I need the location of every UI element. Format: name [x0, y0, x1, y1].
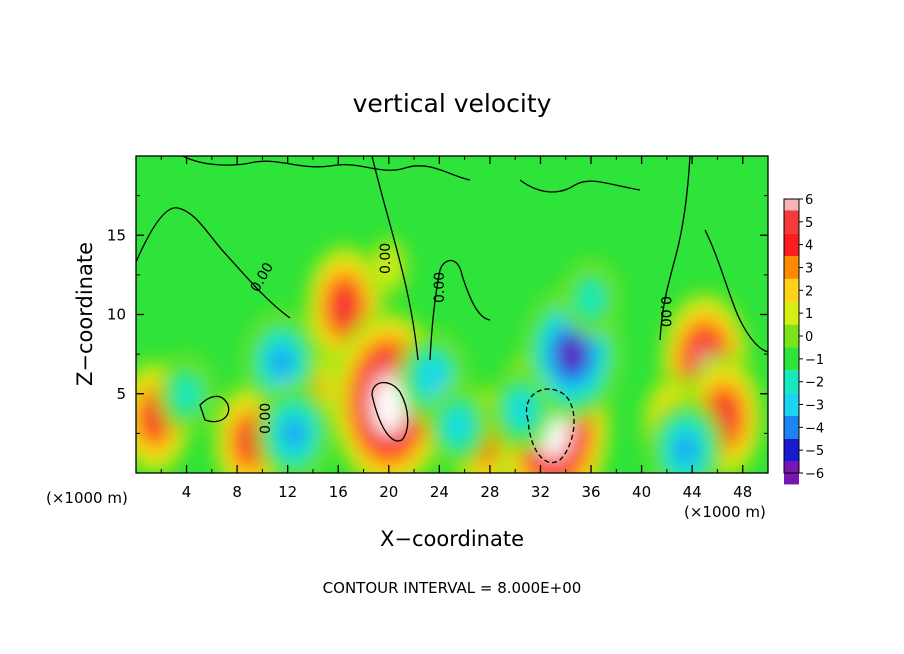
x-tick-label: 40: [632, 483, 651, 501]
x-tick-label: 8: [232, 483, 242, 501]
colorbar-label: 6: [805, 193, 813, 208]
colorbar-label: 3: [805, 262, 813, 277]
colorbar-label: 1: [805, 307, 813, 322]
field-feature-18: [677, 437, 695, 462]
colorbar-label: 4: [805, 239, 813, 254]
contour-label: 0.00: [378, 243, 394, 274]
field-feature-14: [285, 421, 303, 446]
zero-contour-right-lower: [704, 229, 768, 353]
x-tick-label: 44: [683, 483, 702, 501]
x-tick-label: 32: [531, 483, 550, 501]
contour-labels: 0.00 0.00 0.00 0.00 0.00: [248, 243, 673, 434]
contour-label: 0.00: [432, 272, 448, 303]
colorbar-cell: [784, 347, 799, 371]
x-tick-label: 24: [430, 483, 449, 501]
colorbar-cell: [784, 438, 799, 462]
zero-contour-right: [659, 156, 691, 341]
colorbar-label: 0: [805, 330, 813, 345]
colorbar: 6 5 4 3 2 1 0 −1 −2 −3 −4 −5 −6: [783, 193, 824, 485]
colorbar-cell: [784, 415, 799, 439]
field-feature-20: [376, 247, 402, 287]
y-tick-label: 5: [116, 385, 126, 403]
colorbar-cell: [784, 278, 799, 302]
x-unit-right: (×1000 m): [684, 503, 766, 521]
colorbar-cell: [784, 301, 799, 325]
y-tick-label: 15: [107, 226, 126, 244]
zero-contour-topright: [519, 179, 641, 193]
x-axis: 4 8 12 16 20 24 28 32 36 40 44 48: [160, 156, 752, 501]
colorbar-cell: [784, 393, 799, 416]
contour-lines: [136, 156, 768, 464]
colorbar-cell: [784, 256, 799, 279]
field-feature-15: [420, 360, 446, 395]
contour-interval-note: CONTOUR INTERVAL = 8.000E+00: [323, 579, 582, 597]
x-tick-label: 28: [480, 483, 499, 501]
x-tick-label: 16: [329, 483, 348, 501]
x-unit-left: (×1000 m): [46, 489, 128, 507]
x-tick-label: 4: [182, 483, 192, 501]
colorbar-cell: [784, 370, 799, 394]
zero-contour-left-lower: [199, 395, 230, 423]
colorbar-label: −3: [805, 399, 824, 414]
zero-contour-blob-20: [371, 381, 409, 442]
x-tick-label: 48: [733, 483, 752, 501]
field-feature-16: [449, 413, 468, 438]
x-tick-label: 20: [379, 483, 398, 501]
x-tick-label: 36: [581, 483, 600, 501]
field-feature-5: [147, 406, 163, 430]
velocity-field: [136, 156, 768, 473]
x-axis-title: X−coordinate: [380, 527, 524, 551]
contour-label: 0.00: [258, 403, 274, 434]
colorbar-label: −6: [805, 467, 824, 482]
zero-contour-left: [136, 207, 291, 319]
chart-title: vertical velocity: [353, 89, 552, 118]
colorbar-label: −1: [805, 353, 824, 368]
zero-contour-blob-32: [525, 388, 575, 464]
field-feature-11: [563, 342, 581, 366]
field-feature-12: [577, 280, 605, 317]
field-feature-3: [242, 429, 257, 453]
field-feature-19: [512, 397, 531, 422]
y-axis-title: Z−coordinate: [73, 242, 97, 386]
field-feature-13: [272, 350, 291, 374]
field-core: [373, 378, 404, 433]
zero-contour-mid: [429, 259, 491, 361]
colorbar-cell: [784, 199, 799, 211]
colorbar-cell: [784, 233, 799, 257]
colorbar-label: 2: [805, 284, 813, 299]
field-feature-17: [173, 375, 200, 412]
colorbar-label: −2: [805, 376, 824, 391]
y-tick-label: 10: [107, 306, 126, 324]
y-axis: 5 10 15: [107, 195, 768, 434]
colorbar-label: −5: [805, 444, 824, 459]
x-tick-label: 12: [278, 483, 297, 501]
field-feature-1: [334, 290, 355, 323]
zero-contour-center: [371, 156, 419, 361]
zero-contour-upper: [182, 156, 471, 181]
contour-label: 0.00: [657, 296, 673, 327]
colorbar-label: −4: [805, 421, 824, 436]
colorbar-cell: [784, 324, 799, 348]
colorbar-cell: [784, 210, 799, 234]
colorbar-label: 5: [805, 216, 813, 231]
